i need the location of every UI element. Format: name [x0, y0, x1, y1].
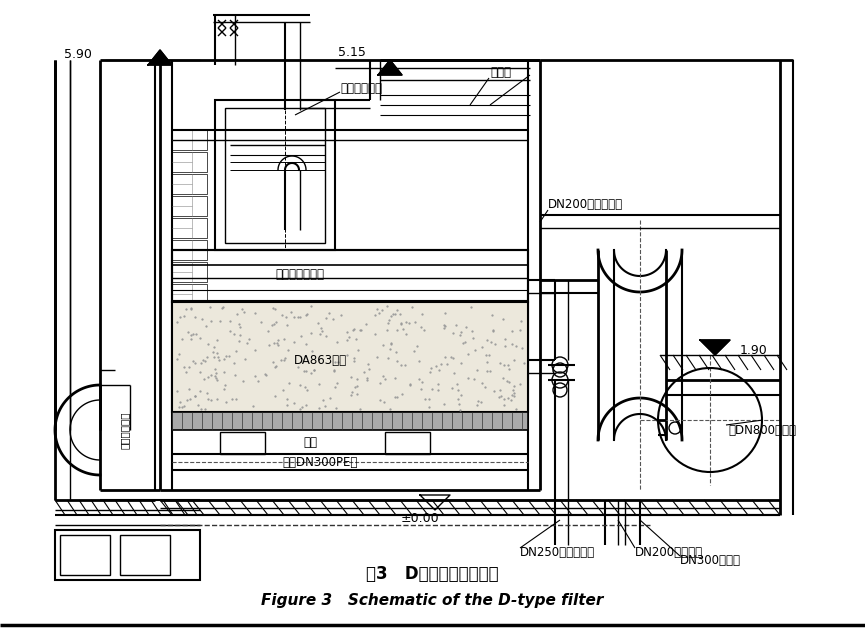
Bar [172, 284, 207, 304]
Bar [172, 250, 528, 302]
Bar [225, 108, 325, 243]
Text: 滤架: 滤架 [303, 436, 317, 450]
Text: 1.90: 1.90 [740, 344, 768, 356]
Text: 5.15: 5.15 [338, 46, 366, 58]
Bar [172, 372, 207, 392]
Polygon shape [378, 60, 402, 75]
Text: DA863滤料: DA863滤料 [293, 354, 347, 366]
Text: 原虹吸进水管: 原虹吸进水管 [340, 82, 382, 94]
Text: DN200反洗进气管: DN200反洗进气管 [548, 198, 623, 212]
Bar [172, 152, 207, 172]
Text: 新增DN300PE管: 新增DN300PE管 [282, 455, 358, 469]
Text: Figure 3   Schematic of the D-type filter: Figure 3 Schematic of the D-type filter [261, 593, 603, 607]
Text: 原DN800出水管: 原DN800出水管 [728, 424, 796, 436]
Text: ±0.00: ±0.00 [400, 512, 439, 524]
Bar [172, 174, 207, 194]
Bar [172, 350, 207, 370]
Bar [385, 432, 430, 454]
Bar [172, 262, 207, 282]
Bar [172, 218, 207, 238]
Text: 5.90: 5.90 [64, 48, 92, 61]
Text: 原虹吸排水管: 原虹吸排水管 [120, 411, 130, 449]
Bar [172, 302, 528, 412]
Bar [172, 196, 207, 216]
Bar [120, 535, 170, 575]
Text: DN250反洗进水管: DN250反洗进水管 [520, 545, 595, 559]
Text: DN200初滤水管: DN200初滤水管 [635, 545, 703, 559]
Bar [172, 328, 207, 348]
Text: DN300出水管: DN300出水管 [680, 553, 741, 567]
Polygon shape [148, 50, 172, 65]
Bar [172, 240, 207, 260]
Bar [215, 100, 335, 250]
Bar [55, 530, 200, 580]
Bar [172, 306, 207, 326]
Bar [60, 535, 110, 575]
Bar [220, 432, 265, 454]
Polygon shape [700, 340, 730, 355]
Bar [172, 130, 207, 150]
Text: 多功能拦截盖板: 多功能拦截盖板 [275, 269, 324, 281]
Bar [172, 412, 528, 430]
Text: 图3   D型滤池结构示意图: 图3 D型滤池结构示意图 [366, 565, 498, 583]
Text: 排水渠: 排水渠 [490, 65, 511, 79]
